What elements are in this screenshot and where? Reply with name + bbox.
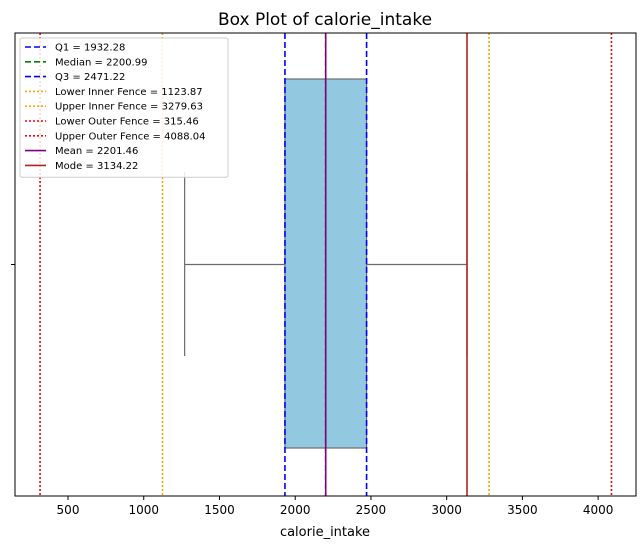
legend-label-3: Lower Inner Fence = 1123.87 [55,87,203,98]
x-tick-label-3000: 3000 [431,503,462,517]
x-axis-label: calorie_intake [280,525,370,540]
x-tick-label-2500: 2500 [356,503,387,517]
x-tick-label-1500: 1500 [204,503,235,517]
x-tick-label-4000: 4000 [583,503,614,517]
x-tick-label-1000: 1000 [128,503,159,517]
legend-label-2: Q3 = 2471.22 [55,72,125,83]
legend-label-4: Upper Inner Fence = 3279.63 [55,102,203,113]
chart-title: Box Plot of calorie_intake [218,10,432,30]
legend-label-8: Mode = 3134.22 [55,161,138,172]
plot-area [11,32,637,497]
x-tick-label-500: 500 [57,503,80,517]
legend-label-7: Mean = 2201.46 [55,146,138,157]
x-tick-label-2000: 2000 [280,503,311,517]
legend-box [19,37,229,178]
legend: Q1 = 1932.28 Median = 2200.99 Q3 = 2471.22… [19,37,229,178]
x-axis: 500 1000 1500 2000 2500 3000 3500 4000 [57,496,614,517]
legend-label-1: Median = 2200.99 [55,57,147,68]
x-tick-label-3500: 3500 [507,503,538,517]
legend-label-6: Upper Outer Fence = 4088.04 [55,131,205,142]
legend-label-5: Lower Outer Fence = 315.46 [55,117,199,128]
legend-label-0: Q1 = 1932.28 [55,43,125,54]
